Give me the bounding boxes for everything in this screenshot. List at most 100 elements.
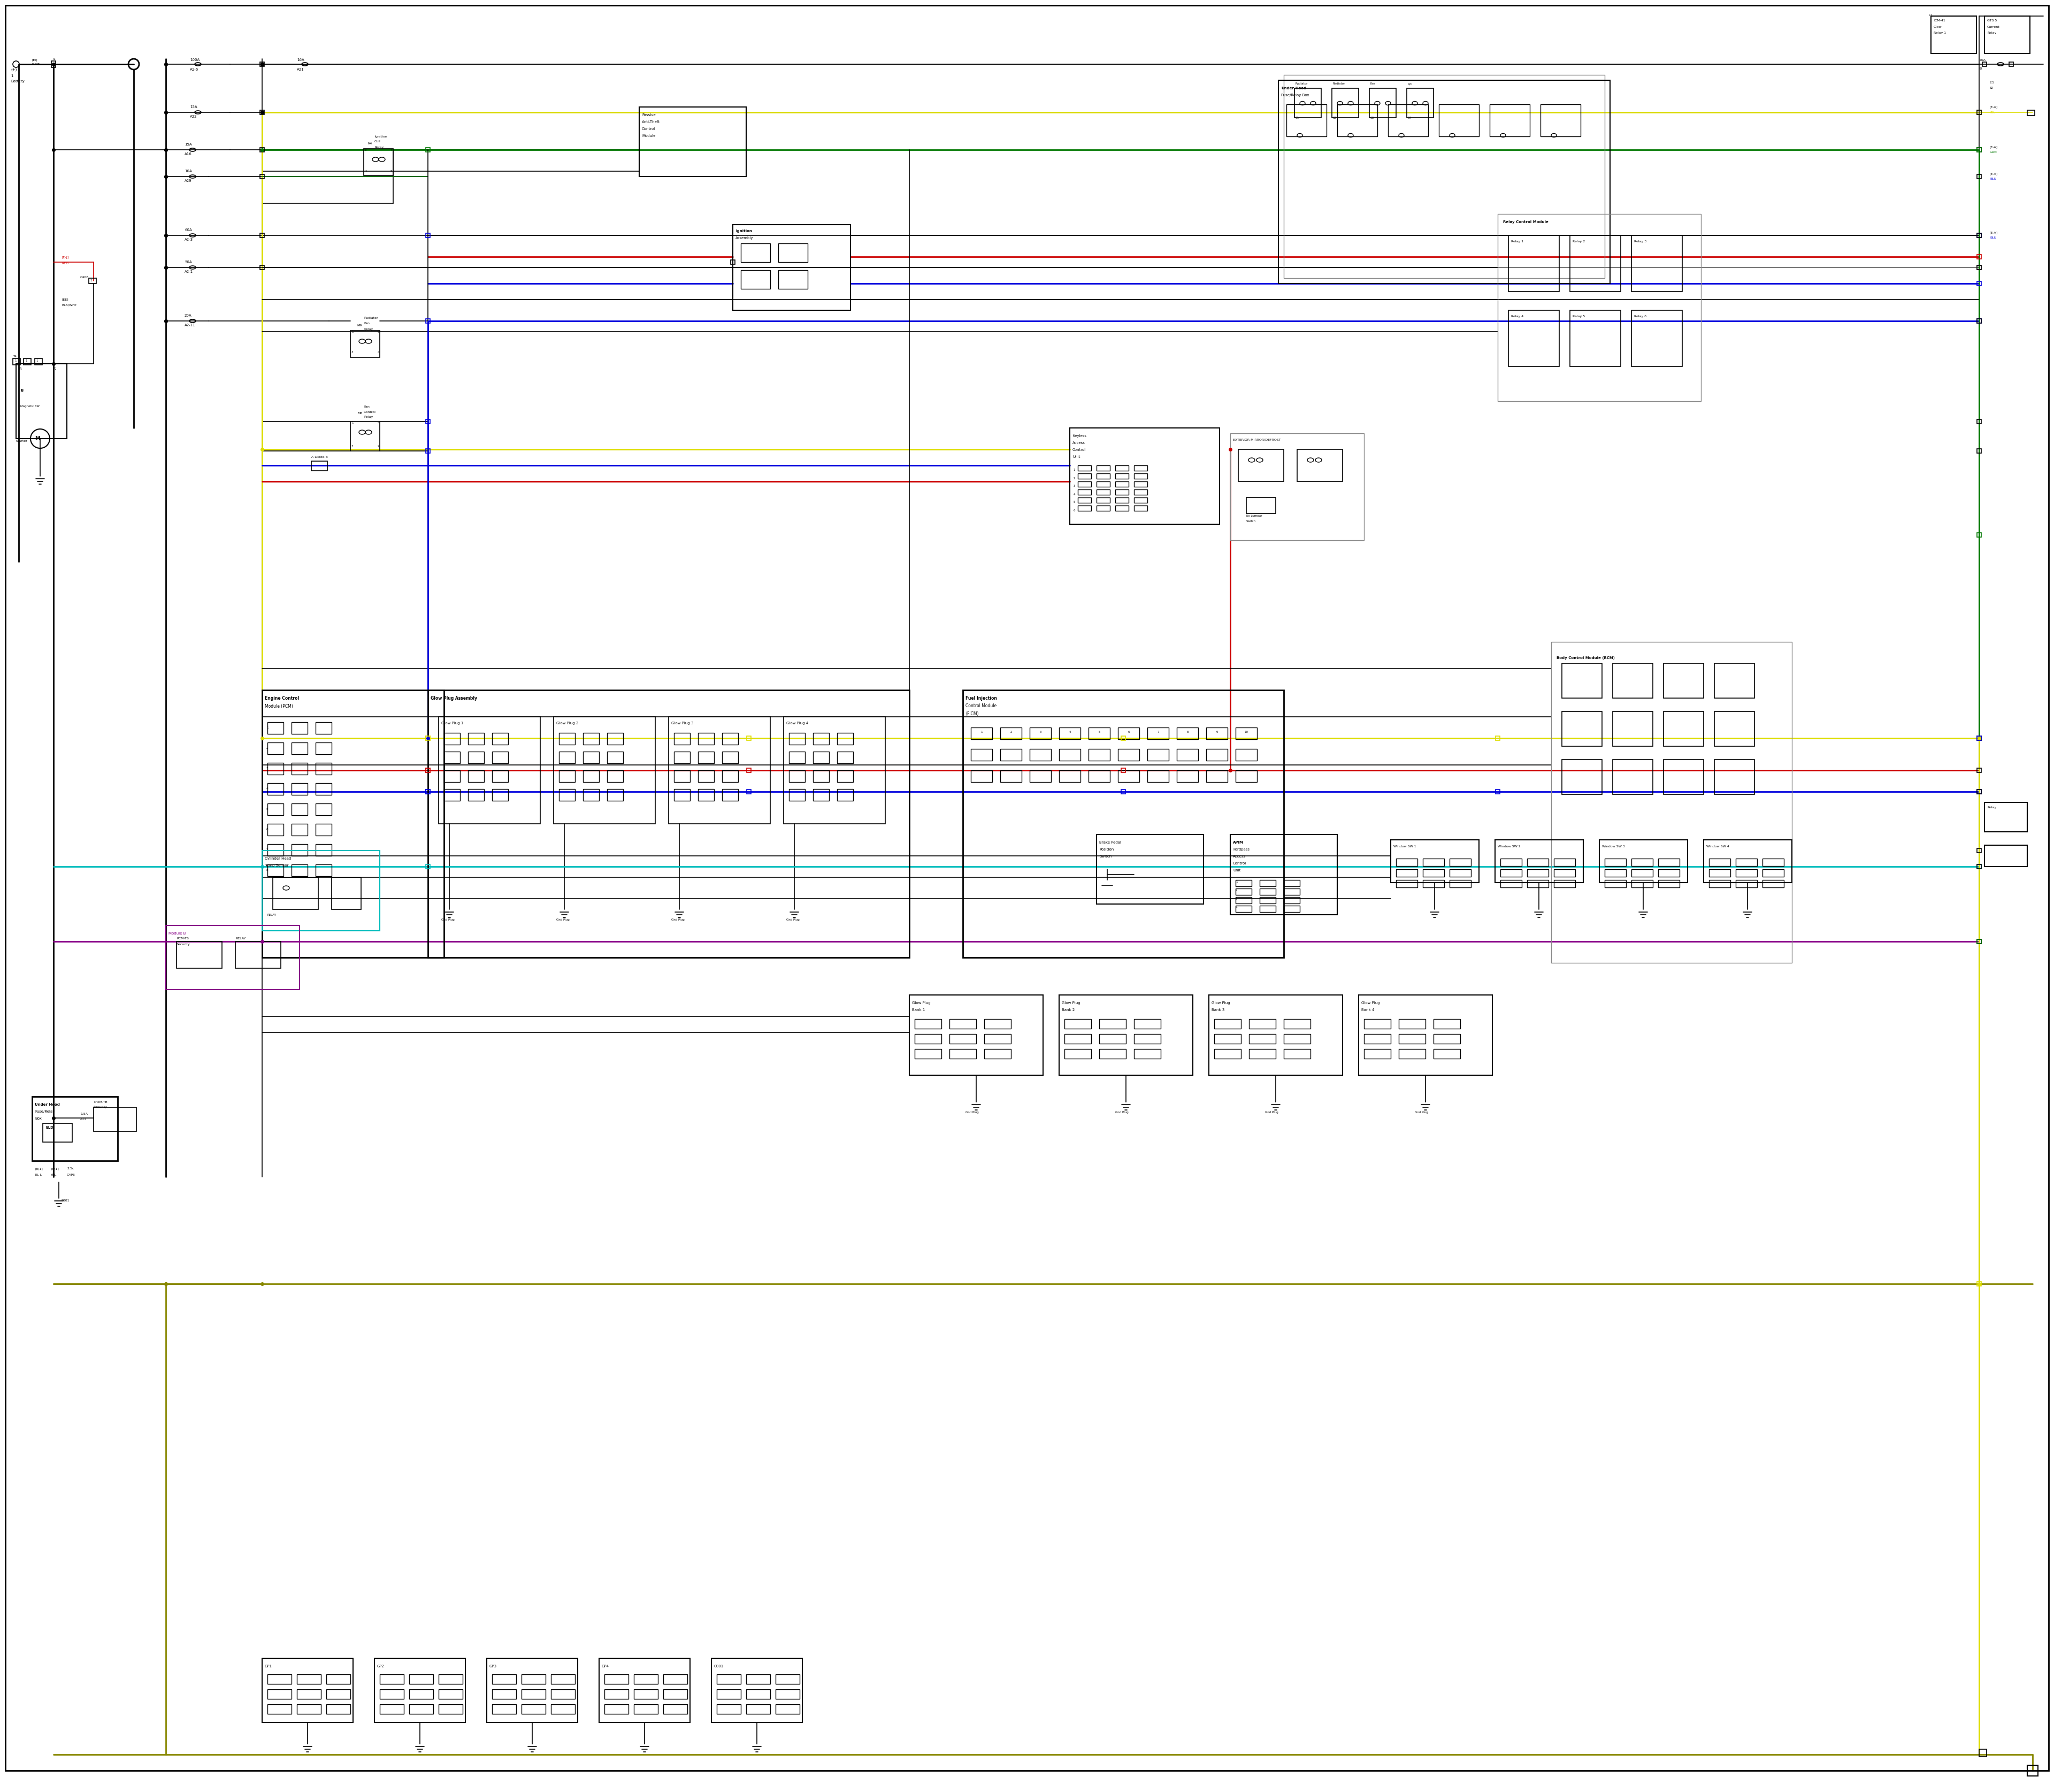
- Bar: [468, 733, 485, 745]
- Bar: [1604, 858, 1627, 866]
- Bar: [1097, 489, 1109, 495]
- Bar: [1148, 749, 1169, 760]
- Text: Relay Control Module: Relay Control Module: [1504, 220, 1549, 224]
- Bar: [600, 1658, 690, 1722]
- Bar: [380, 1690, 405, 1699]
- Bar: [984, 1020, 1011, 1029]
- Bar: [746, 1674, 770, 1684]
- Bar: [838, 788, 852, 801]
- Bar: [776, 1674, 799, 1684]
- Text: GP2: GP2: [378, 1665, 384, 1668]
- Text: Glow Plug 3: Glow Plug 3: [672, 722, 694, 724]
- Bar: [1060, 728, 1080, 740]
- Bar: [292, 844, 308, 857]
- Bar: [1060, 771, 1080, 781]
- Text: YEL: YEL: [1990, 111, 1996, 113]
- Bar: [493, 771, 507, 781]
- Text: Fuse/Relay Box: Fuse/Relay Box: [1282, 93, 1308, 97]
- Bar: [1121, 769, 1126, 772]
- Bar: [910, 995, 1043, 1075]
- Text: GRN: GRN: [1990, 151, 1996, 154]
- Bar: [1097, 473, 1109, 478]
- Bar: [236, 941, 281, 968]
- Bar: [1450, 880, 1471, 887]
- Text: (+): (+): [10, 68, 16, 72]
- Bar: [263, 851, 380, 930]
- Bar: [698, 751, 715, 763]
- Bar: [1434, 1020, 1460, 1029]
- Text: A21: A21: [298, 68, 304, 72]
- Bar: [914, 1020, 941, 1029]
- Bar: [635, 1674, 657, 1684]
- Bar: [1664, 711, 1703, 745]
- Text: Access: Access: [1072, 441, 1085, 444]
- Text: Bank 3: Bank 3: [1212, 1009, 1224, 1011]
- Bar: [1976, 147, 1982, 152]
- Text: Unit: Unit: [1232, 869, 1241, 873]
- Bar: [1115, 482, 1128, 487]
- Bar: [1078, 498, 1091, 504]
- Bar: [1115, 498, 1128, 504]
- Bar: [425, 864, 429, 869]
- Bar: [1089, 749, 1109, 760]
- Text: Control: Control: [1072, 448, 1087, 452]
- Text: 20A: 20A: [185, 314, 191, 317]
- Bar: [267, 844, 283, 857]
- Bar: [1121, 737, 1126, 740]
- Bar: [1115, 489, 1128, 495]
- Bar: [427, 690, 910, 957]
- Bar: [1284, 1034, 1310, 1043]
- Bar: [1078, 482, 1091, 487]
- Text: B: B: [18, 367, 21, 371]
- Bar: [425, 737, 429, 740]
- Bar: [1364, 1020, 1391, 1029]
- Text: Security: Security: [94, 1106, 107, 1109]
- Bar: [583, 788, 600, 801]
- Bar: [94, 1107, 136, 1131]
- Bar: [51, 61, 55, 68]
- Bar: [1397, 869, 1417, 876]
- Text: Module (PCM): Module (PCM): [265, 704, 294, 708]
- Text: Radiator: Radiator: [1296, 82, 1308, 86]
- Text: Switch: Switch: [1099, 855, 1111, 858]
- Bar: [698, 788, 715, 801]
- Text: Gnd Plug: Gnd Plug: [442, 919, 454, 921]
- Bar: [1206, 771, 1228, 781]
- Bar: [604, 1690, 629, 1699]
- Bar: [1206, 749, 1228, 760]
- Text: T4: T4: [12, 355, 16, 358]
- Bar: [608, 771, 622, 781]
- Bar: [1976, 254, 1982, 258]
- Bar: [1976, 769, 1982, 772]
- Text: Coil: Coil: [374, 140, 380, 143]
- Bar: [733, 224, 850, 310]
- Bar: [1976, 737, 1982, 740]
- Bar: [674, 788, 690, 801]
- Bar: [1237, 889, 1251, 894]
- Bar: [746, 1690, 770, 1699]
- Bar: [949, 1034, 976, 1043]
- Text: Gnd Plug: Gnd Plug: [557, 919, 569, 921]
- Bar: [1029, 728, 1052, 740]
- Bar: [263, 1658, 353, 1722]
- Text: Position: Position: [1099, 848, 1113, 851]
- Bar: [1206, 728, 1228, 740]
- Bar: [1284, 1020, 1310, 1029]
- Bar: [639, 108, 746, 177]
- Bar: [1064, 1048, 1091, 1059]
- Bar: [493, 751, 507, 763]
- Bar: [267, 763, 283, 774]
- Bar: [312, 461, 327, 471]
- Bar: [316, 742, 331, 754]
- Text: C1: C1: [1296, 116, 1300, 118]
- Bar: [1976, 939, 1982, 944]
- Bar: [1976, 448, 1982, 453]
- Text: B: B: [21, 389, 23, 392]
- Bar: [838, 733, 852, 745]
- Bar: [663, 1674, 688, 1684]
- Bar: [493, 788, 507, 801]
- Bar: [1284, 898, 1300, 903]
- Bar: [263, 690, 444, 957]
- Bar: [364, 149, 392, 176]
- Bar: [559, 751, 575, 763]
